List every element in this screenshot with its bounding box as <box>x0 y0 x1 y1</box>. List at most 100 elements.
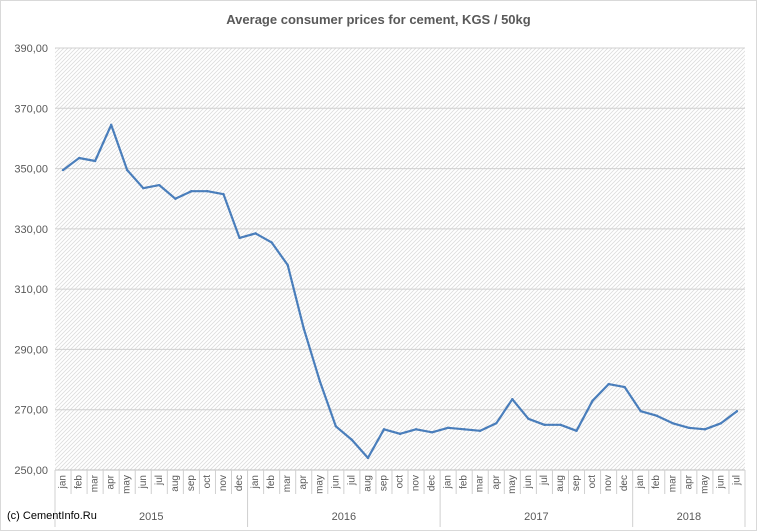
data-point <box>270 241 273 244</box>
year-label: 2015 <box>139 511 163 523</box>
data-point <box>687 426 691 429</box>
x-tick-label: jul <box>539 475 550 486</box>
y-tick-label: 310,00 <box>14 284 48 296</box>
x-tick-label: feb <box>651 475 662 489</box>
x-tick-label: nov <box>411 475 422 491</box>
x-tick-label: dec <box>234 475 245 491</box>
x-tick-label: jul <box>154 475 165 486</box>
y-tick-label: 270,00 <box>14 405 48 417</box>
x-tick-label: mar <box>667 474 678 492</box>
x-tick-label: aug <box>170 475 181 492</box>
data-point <box>543 423 546 426</box>
year-label: 2017 <box>524 511 548 523</box>
data-point <box>302 327 305 330</box>
x-tick-label: jun <box>138 475 149 489</box>
data-point <box>719 422 723 425</box>
data-point <box>190 189 193 193</box>
data-point <box>334 425 338 428</box>
x-tick-label: aug <box>555 475 566 492</box>
data-point <box>142 186 145 190</box>
data-point <box>414 428 418 431</box>
x-tick-label: apr <box>683 474 694 489</box>
x-tick-label: feb <box>74 475 85 489</box>
x-tick-label: apr <box>298 474 309 489</box>
data-point <box>607 382 610 386</box>
data-point <box>238 236 241 240</box>
x-tick-label: apr <box>106 474 117 489</box>
data-point <box>398 432 402 436</box>
data-point <box>430 431 434 434</box>
data-point <box>495 422 498 425</box>
x-tick-label: jan <box>635 475 646 489</box>
x-tick-label: oct <box>395 475 406 489</box>
data-point <box>511 397 514 401</box>
y-tick-label: 350,00 <box>14 164 48 176</box>
data-point <box>479 429 482 433</box>
x-tick-label: aug <box>362 475 373 492</box>
year-label: 2018 <box>677 511 701 523</box>
data-point <box>350 438 354 442</box>
year-label: 2016 <box>332 511 356 523</box>
x-tick-label: may <box>507 475 518 494</box>
data-point <box>109 123 113 127</box>
data-point <box>206 189 209 193</box>
data-point <box>591 399 594 402</box>
data-point <box>93 159 97 163</box>
data-point <box>462 428 466 431</box>
footer-credit: (c) CementInfo.Ru <box>7 510 97 522</box>
x-tick-label: mar <box>90 474 101 492</box>
data-point <box>527 417 530 420</box>
y-tick-label: 390,00 <box>14 43 48 55</box>
data-point <box>222 192 225 196</box>
x-tick-label: may <box>314 475 325 494</box>
x-tick-label: oct <box>587 475 598 489</box>
x-tick-label: jan <box>250 475 261 489</box>
x-tick-label: may <box>122 475 133 494</box>
x-tick-label: nov <box>603 475 614 491</box>
x-tick-label: mar <box>475 474 486 492</box>
x-tick-label: sep <box>186 475 197 492</box>
data-point <box>126 168 129 172</box>
x-tick-label: jun <box>715 475 726 489</box>
data-point <box>639 410 642 413</box>
data-point <box>446 426 450 429</box>
x-tick-label: dec <box>619 475 630 491</box>
data-point <box>61 168 65 172</box>
x-tick-label: jun <box>330 475 341 489</box>
data-point <box>366 456 370 460</box>
y-tick-label: 370,00 <box>14 103 48 115</box>
data-point <box>382 428 386 431</box>
data-point <box>158 183 161 187</box>
data-point <box>174 197 177 200</box>
chart-title: Average consumer prices for cement, KGS … <box>226 12 531 27</box>
x-tick-label: nov <box>218 475 229 491</box>
plot-area <box>55 48 745 470</box>
data-point <box>655 414 658 417</box>
data-point <box>623 385 626 389</box>
x-tick-label: oct <box>202 475 213 489</box>
data-point <box>671 422 674 425</box>
data-point <box>703 428 707 431</box>
data-point <box>254 232 257 235</box>
x-tick-label: jul <box>346 475 357 486</box>
x-tick-label: mar <box>282 474 293 492</box>
y-tick-label: 330,00 <box>14 224 48 236</box>
data-point <box>318 379 321 383</box>
data-point <box>77 156 81 160</box>
y-tick-label: 250,00 <box>14 465 48 477</box>
x-tick-label: jun <box>523 475 534 489</box>
x-tick-label: may <box>699 475 710 494</box>
x-tick-label: feb <box>459 475 470 489</box>
x-tick-label: dec <box>427 475 438 491</box>
x-tick-label: jan <box>58 475 69 489</box>
x-tick-label: jul <box>731 475 742 486</box>
data-point <box>575 429 578 433</box>
data-point <box>735 410 739 413</box>
x-tick-label: sep <box>378 475 389 492</box>
x-tick-label: feb <box>266 475 277 489</box>
y-tick-label: 290,00 <box>14 344 48 356</box>
x-tick-label: apr <box>491 474 502 489</box>
data-point <box>286 263 289 267</box>
data-point <box>559 423 562 426</box>
